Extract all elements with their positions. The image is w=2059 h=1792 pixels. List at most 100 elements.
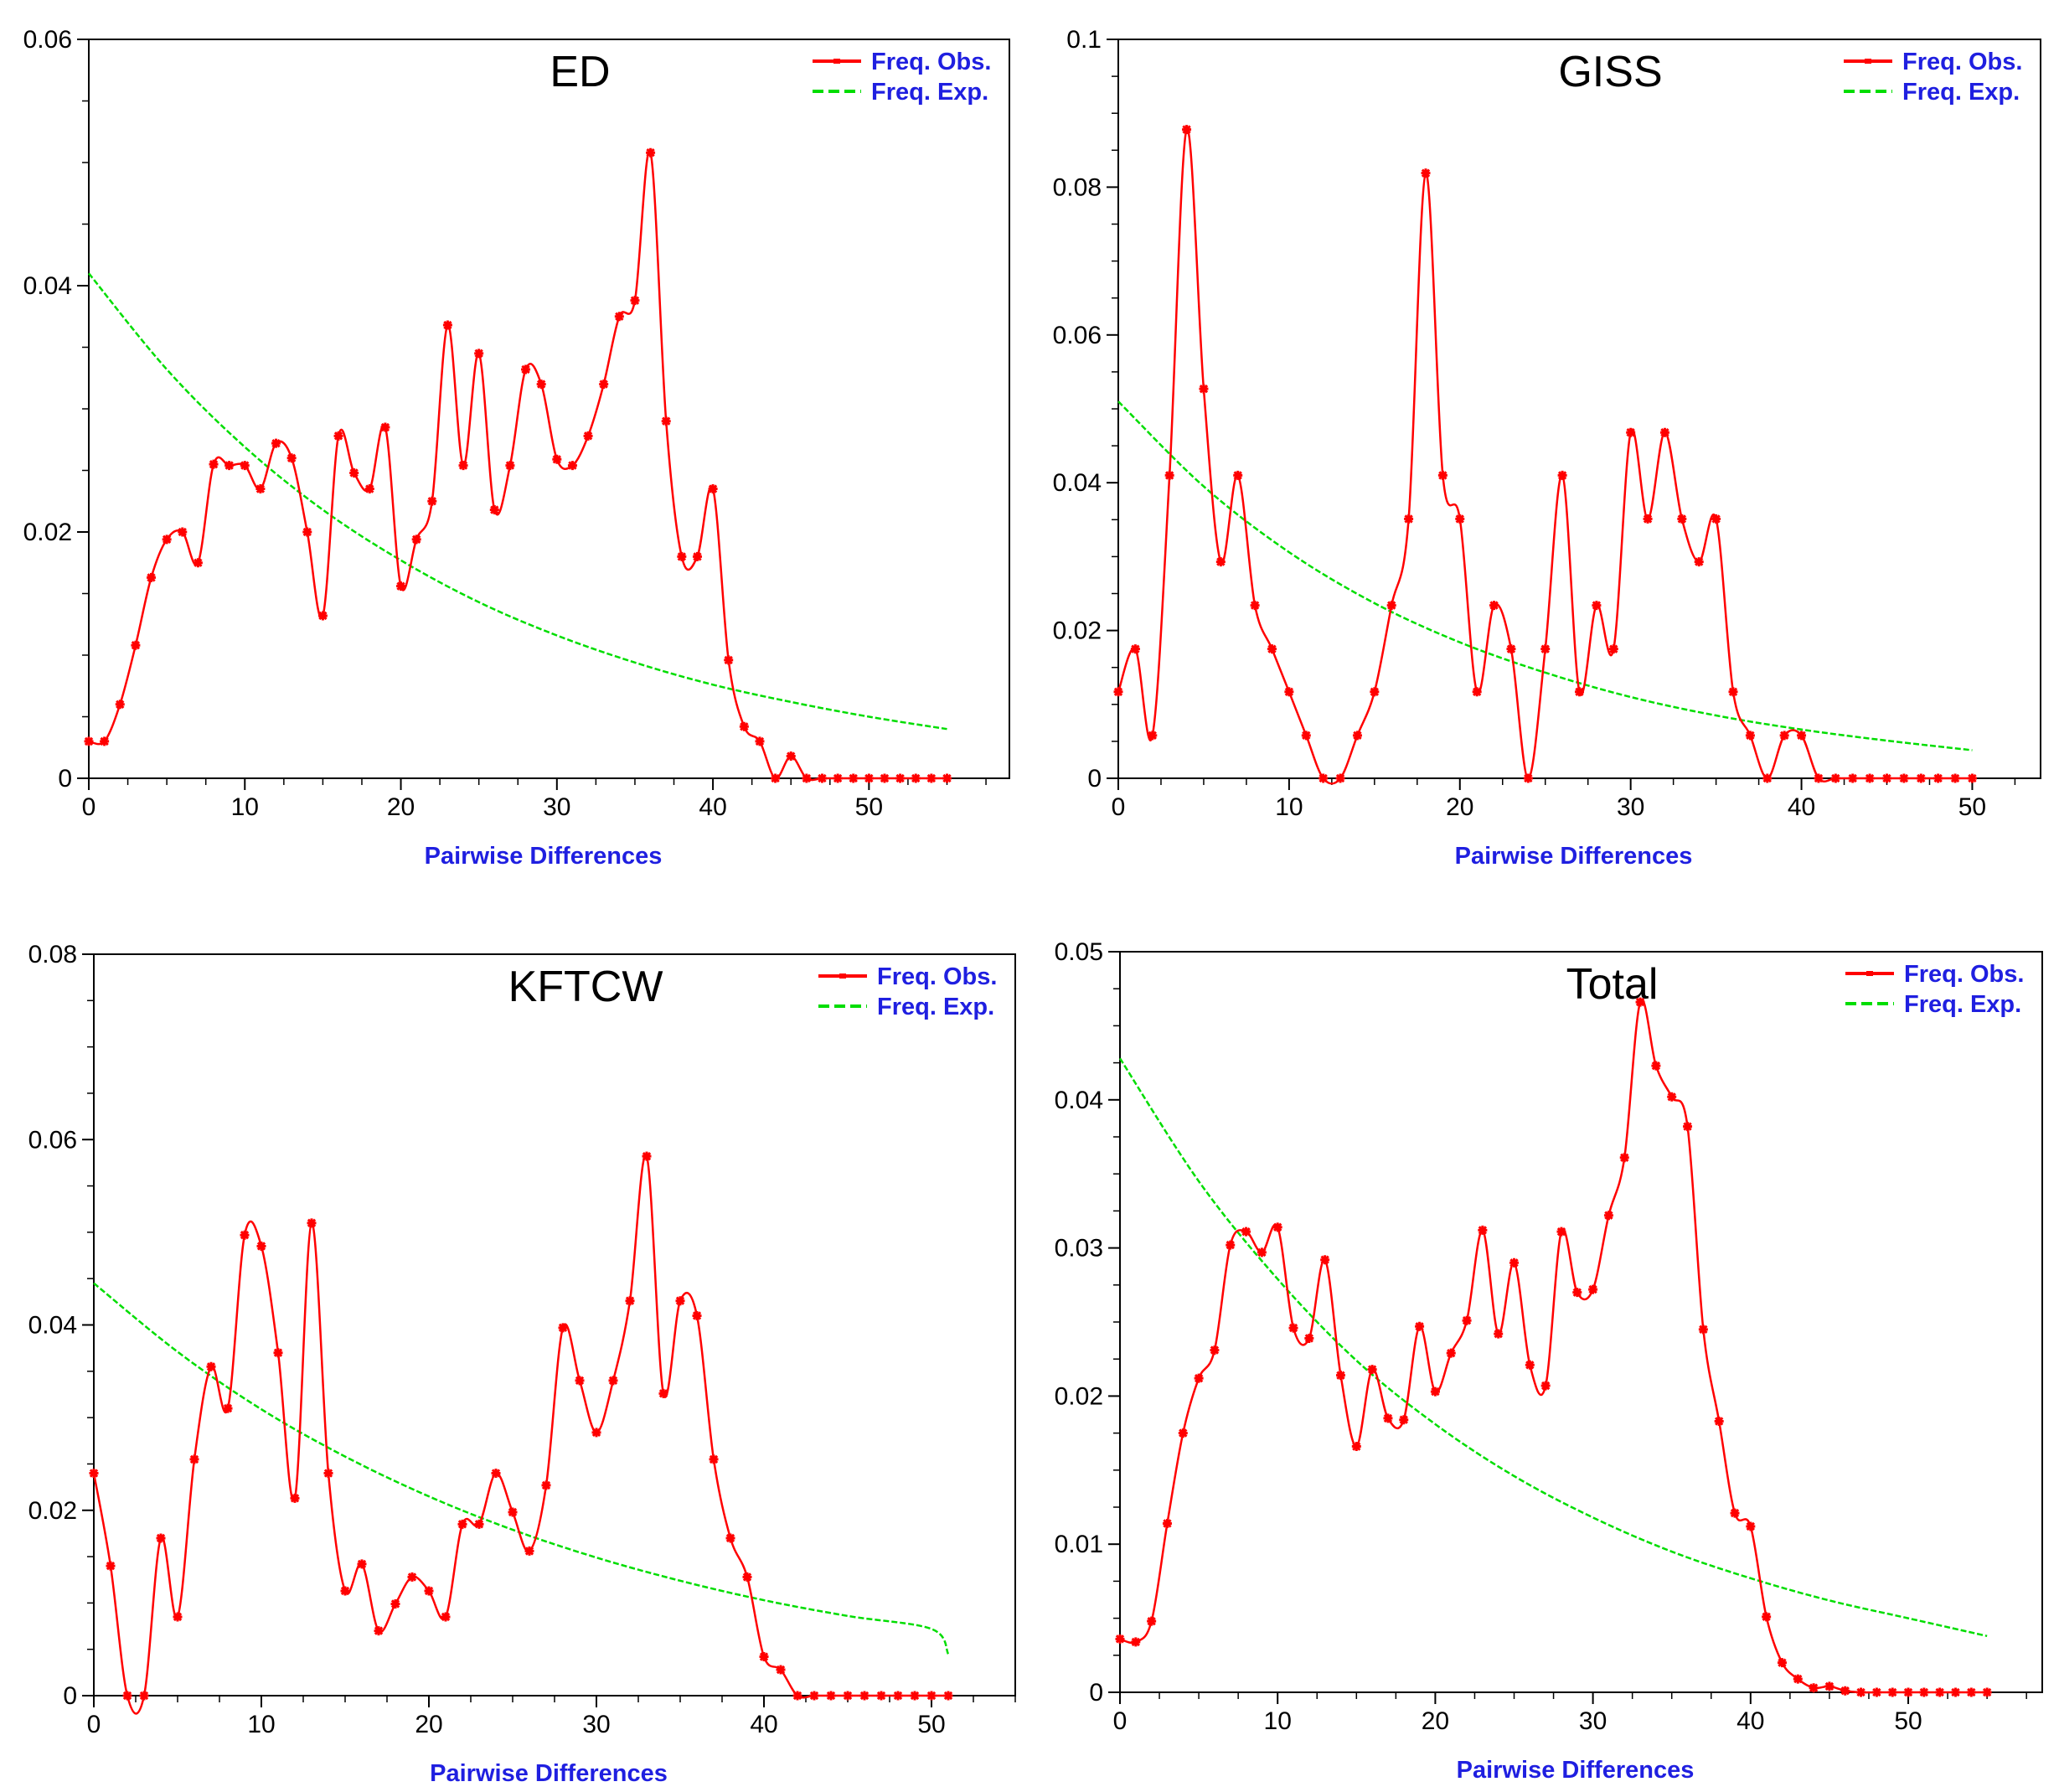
series-line-freq-obs [92, 1154, 948, 1715]
data-point-freq-obs [1421, 168, 1431, 178]
x-tick-label: 10 [1264, 1707, 1292, 1735]
data-point-freq-obs [374, 1626, 384, 1636]
data-point-freq-obs [223, 1403, 233, 1413]
data-point-freq-obs [100, 736, 110, 746]
data-point-freq-obs [1592, 601, 1602, 611]
data-point-freq-obs [642, 1151, 652, 1161]
data-point-freq-obs [474, 349, 484, 359]
data-point-freq-obs [1335, 1371, 1345, 1381]
x-tick-label: 0 [87, 1711, 101, 1738]
x-tick-label: 50 [917, 1711, 945, 1738]
y-tick-label: 0 [1089, 1679, 1103, 1707]
y-tick-label: 0 [63, 1682, 77, 1710]
x-tick-label: 30 [582, 1711, 610, 1738]
y-tick-label: 0 [1087, 765, 1102, 793]
data-point-freq-obs [206, 1361, 216, 1371]
data-point-freq-obs [742, 1572, 752, 1582]
chart-panel-ed: 0 0.02 0.04 0.06 0 10 20 30 40 50 Pairwise Differe… [23, 26, 1010, 870]
data-point-freq-obs [474, 1519, 484, 1529]
y-tick-label: 0.06 [1053, 322, 1102, 349]
data-point-freq-obs [491, 1469, 501, 1478]
x-tick-label: 40 [699, 793, 726, 821]
plot-frame [93, 953, 1016, 1696]
series-line-freq-obs [1119, 999, 1988, 1694]
data-point-freq-obs [1351, 1442, 1361, 1452]
series-line-freq-exp [1117, 400, 1973, 751]
data-point-freq-obs [786, 751, 796, 762]
x-tick-label: 20 [1446, 793, 1473, 821]
data-point-freq-obs [895, 773, 906, 783]
data-point-freq-obs [1455, 514, 1465, 524]
data-point-freq-obs [1383, 1413, 1393, 1423]
data-point-freq-obs [286, 453, 297, 463]
legend-label-freq-exp: Freq. Exp. [1902, 79, 2020, 106]
x-tick-label: 10 [231, 793, 259, 821]
data-point-freq-obs [802, 773, 812, 783]
data-point-freq-obs [1793, 1674, 1803, 1684]
data-point-freq-obs [489, 505, 499, 515]
data-point-freq-obs [84, 736, 94, 746]
legend-label-freq-obs: Freq. Obs. [1904, 961, 2024, 988]
data-point-freq-obs [1882, 773, 1891, 783]
y-tick-label: 0.04 [1055, 1087, 1103, 1114]
data-point-freq-obs [1746, 1521, 1756, 1531]
legend-label-freq-exp: Freq. Exp. [1904, 991, 2021, 1018]
data-point-freq-obs [1694, 557, 1704, 567]
data-point-freq-obs [575, 1376, 585, 1386]
data-point-freq-obs [849, 773, 859, 783]
legend-label-freq-obs: Freq. Obs. [877, 963, 997, 990]
data-point-freq-obs [1523, 773, 1533, 783]
x-tick-label: 50 [855, 793, 883, 821]
data-point-freq-obs [1588, 1284, 1598, 1294]
plot-frame [88, 39, 1010, 779]
data-point-freq-obs [524, 1546, 534, 1556]
y-tick-label: 0.06 [23, 26, 72, 54]
data-point-freq-obs [1683, 1122, 1693, 1132]
y-tick-label: 0.06 [28, 1126, 77, 1154]
legend-label-freq-exp: Freq. Exp. [877, 994, 994, 1020]
y-tick-label: 0.04 [23, 272, 72, 300]
data-point-freq-obs [1370, 687, 1380, 697]
y-tick-label: 0.02 [1053, 617, 1102, 645]
y-tick-label: 0 [58, 765, 72, 793]
x-tick-label: 50 [1894, 1707, 1922, 1735]
data-point-freq-obs [1113, 687, 1123, 697]
data-point-freq-obs [1950, 1687, 1960, 1697]
y-tick-label: 0.02 [28, 1497, 77, 1525]
data-point-freq-obs [771, 773, 781, 783]
data-point-freq-obs [646, 147, 656, 158]
data-point-freq-obs [1352, 731, 1362, 741]
data-point-freq-obs [1288, 1323, 1298, 1333]
data-point-freq-obs [162, 535, 172, 545]
data-point-freq-obs [1730, 1508, 1740, 1518]
data-point-freq-obs [942, 773, 952, 783]
chart-title: ED [550, 48, 610, 96]
data-point-freq-obs [302, 527, 312, 537]
data-point-freq-obs [625, 1296, 635, 1306]
chart-panel-total: 0 0.01 0.02 0.03 0.04 0.05 0 10 20 30 40 50 Pairwise… [1055, 938, 2043, 1784]
x-tick-label: 40 [1736, 1707, 1764, 1735]
data-point-freq-obs [1840, 1686, 1850, 1696]
data-point-freq-obs [661, 416, 671, 426]
data-point-freq-obs [843, 1691, 853, 1701]
legend-label-freq-exp: Freq. Exp. [871, 79, 988, 106]
data-point-freq-obs [224, 461, 235, 471]
x-tick-label: 10 [1275, 793, 1303, 821]
data-point-freq-obs [1506, 644, 1516, 654]
data-point-freq-obs [1779, 731, 1789, 741]
x-tick-label: 30 [543, 793, 570, 821]
chart-title: KFTCW [508, 963, 663, 1011]
x-tick-label: 30 [1579, 1707, 1607, 1735]
data-point-freq-obs [1148, 731, 1158, 741]
data-point-freq-obs [709, 1454, 719, 1464]
data-point-freq-obs [833, 773, 843, 783]
data-point-freq-obs [1677, 514, 1687, 524]
data-point-freq-obs [755, 736, 765, 746]
y-tick-label: 0.03 [1055, 1235, 1103, 1263]
x-tick-label: 20 [415, 1711, 442, 1738]
y-tick-label: 0.05 [1055, 938, 1103, 966]
data-point-freq-obs [658, 1388, 668, 1398]
data-point-freq-obs [240, 1230, 250, 1240]
data-point-freq-obs [1241, 1227, 1251, 1237]
